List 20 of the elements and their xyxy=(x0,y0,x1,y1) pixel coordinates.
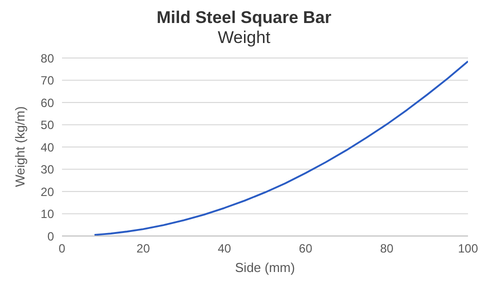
x-tick-label: 60 xyxy=(298,242,313,256)
x-tick-label: 80 xyxy=(380,242,394,256)
chart-subtitle: Weight xyxy=(216,28,272,48)
y-tick-label: 80 xyxy=(40,51,54,66)
x-tick-label: 0 xyxy=(58,242,66,256)
y-axis-title: Weight (kg/m) xyxy=(12,106,28,187)
y-tick-label: 10 xyxy=(40,207,54,222)
y-tick-label: 70 xyxy=(40,74,54,88)
x-tick-label: 20 xyxy=(136,242,150,256)
y-tick-label: 60 xyxy=(40,96,54,110)
x-tick-label: 40 xyxy=(218,242,232,256)
line-series xyxy=(94,60,468,236)
y-tick-label: 50 xyxy=(40,118,54,132)
y-tick-label: 20 xyxy=(40,184,54,199)
x-axis-title: Side (mm) xyxy=(235,260,295,275)
y-tick-label: 30 xyxy=(40,162,54,177)
y-tick-label: 40 xyxy=(40,140,54,154)
y-tick-label: 0 xyxy=(47,229,54,244)
chart-title: Mild Steel Square Bar xyxy=(156,8,332,28)
x-tick-label: 100 xyxy=(458,242,478,256)
